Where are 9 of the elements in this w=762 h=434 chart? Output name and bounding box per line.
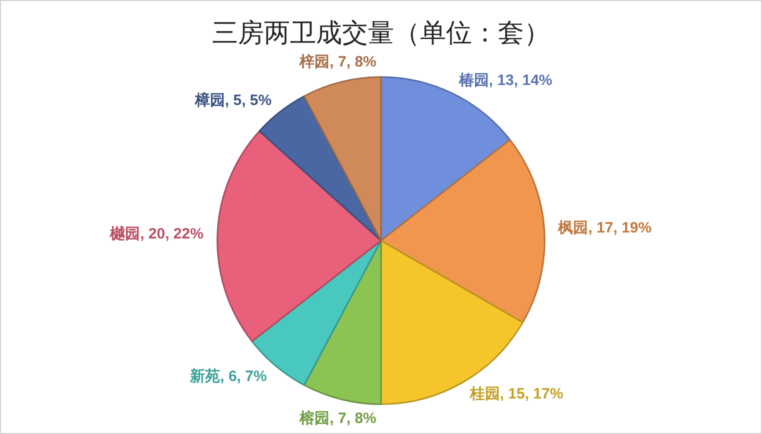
chart-title: 三房两卫成交量（单位：套） — [212, 18, 550, 48]
slice-label: 新苑, 6, 7% — [189, 366, 267, 385]
slice-label: 榕园, 7, 8% — [298, 410, 376, 428]
slice-label: 椿园, 13, 14% — [458, 72, 552, 90]
slice-label: 梓园, 7, 8% — [298, 53, 376, 70]
slice-label: 枫园, 17, 19% — [557, 219, 652, 236]
slice-label: 樾园, 20, 22% — [109, 226, 204, 243]
slice-label: 桂园, 15, 17% — [468, 386, 564, 403]
slice-label: 樟园, 5, 5% — [194, 90, 272, 109]
